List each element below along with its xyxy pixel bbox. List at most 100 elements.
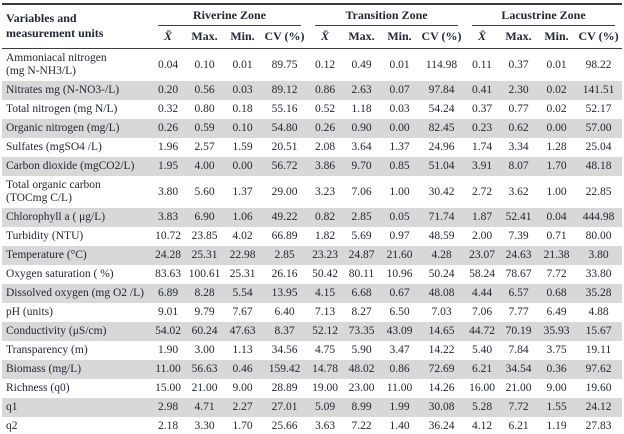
value-cell: 48.59 (428, 230, 455, 242)
value-cell: 0.52 (314, 103, 336, 115)
value-cell: 58.24 (469, 268, 495, 280)
value-cell: 4.15 (314, 287, 336, 299)
value-cell: 25.66 (271, 420, 298, 432)
value-cell: 52.17 (585, 103, 612, 115)
row-label: Biomass (mg/L) (6, 363, 82, 375)
value-cell: 0.01 (389, 58, 410, 71)
value-cell: 25.31 (191, 249, 218, 261)
value-cell: 11.00 (155, 363, 181, 375)
table-row: Biomass (mg/L) 11.00 56.63 0.46 159.42 14.78 4… (2, 360, 623, 379)
stat-header-min: Min. (224, 26, 261, 49)
value-cell: 80.11 (348, 268, 375, 280)
value-cell: 3.30 (194, 420, 215, 432)
value-cell: 2.27 (232, 401, 253, 413)
value-cell: 52.12 (312, 325, 338, 337)
value-cell: 35.28 (585, 287, 612, 299)
row-label: Temperature (°C) (6, 249, 87, 261)
value-cell: 33.80 (585, 268, 612, 280)
value-cell: 2.85 (351, 211, 372, 223)
value-cell: 0.80 (194, 103, 215, 115)
value-cell: 1.00 (389, 185, 410, 198)
zone-header-lacustrine: Lacustrine Zone (465, 4, 622, 26)
stat-header-mean: X̄ (308, 26, 342, 49)
value-cell: 60.24 (191, 325, 218, 337)
value-cell: 0.97 (389, 230, 410, 242)
stat-header-min: Min. (538, 26, 575, 49)
value-cell: 24.96 (428, 141, 455, 153)
value-cell: 3.80 (588, 249, 609, 261)
value-cell: 4.28 (431, 249, 452, 261)
value-cell: 5.28 (471, 401, 493, 413)
value-cell: 114.98 (425, 58, 458, 71)
value-cell: 6.40 (274, 306, 295, 318)
table-row: Nitrates mg (N-NO3-/L) 0.20 0.56 0.03 89.12 0… (2, 81, 623, 100)
value-cell: 8.27 (351, 306, 372, 318)
value-cell: 0.03 (389, 103, 410, 115)
value-cell: 6.49 (546, 306, 567, 318)
value-cell: 20.51 (271, 141, 298, 153)
value-cell: 1.70 (546, 160, 567, 172)
value-cell: 1.59 (232, 141, 253, 153)
value-cell: 1.99 (389, 401, 410, 413)
row-label: Oxygen saturation ( %) (6, 268, 114, 280)
value-cell: 47.63 (229, 325, 256, 337)
value-cell: 7.72 (508, 401, 529, 413)
value-cell: 27.83 (585, 420, 612, 432)
value-cell: 4.12 (471, 420, 493, 432)
value-cell: 16.00 (469, 382, 495, 394)
value-cell: 9.00 (232, 382, 253, 394)
row-label: Organic nitrogen (mg/L) (6, 122, 120, 134)
value-cell: 0.12 (314, 58, 336, 71)
table-row: Sulfates (mgSO4 /L) 1.96 2.57 1.59 20.51 2.08… (2, 138, 622, 157)
zone-header-transition: Transition Zone (308, 4, 465, 26)
value-cell: 21.60 (386, 249, 413, 261)
value-cell: 1.55 (546, 401, 567, 413)
value-cell: 4.44 (471, 287, 493, 299)
value-cell: 0.02 (546, 103, 567, 115)
value-cell: 4.75 (314, 344, 336, 356)
value-cell: 56.72 (271, 160, 298, 172)
value-cell: 5.09 (314, 401, 336, 413)
value-cell: 0.68 (546, 287, 567, 299)
value-cell: 141.51 (582, 84, 615, 96)
value-cell: 2.63 (351, 84, 372, 96)
value-cell: 1.00 (546, 185, 567, 198)
value-cell: 3.34 (508, 141, 529, 153)
value-cell: 2.85 (274, 249, 295, 261)
row-label: Turbidity (NTU) (6, 230, 84, 242)
value-cell: 3.47 (389, 344, 410, 356)
value-cell: 14.65 (428, 325, 455, 337)
value-cell: 2.30 (508, 84, 529, 96)
value-cell: 1.37 (232, 185, 253, 198)
value-cell: 0.04 (157, 58, 179, 71)
value-cell: 0.11 (472, 58, 492, 71)
value-cell: 7.67 (232, 306, 253, 318)
value-cell: 7.22 (351, 420, 372, 432)
value-cell: 0.90 (351, 122, 372, 134)
value-cell: 0.20 (157, 84, 179, 96)
stat-header-row: X̄ Max. Min. CV (%) X̄ Max. Min. CV (%) X̄ Max. Mi… (2, 26, 623, 49)
zone-header-lacustrine-label: Lacustrine Zone (472, 9, 616, 26)
stat-header-cv: CV (%) (575, 26, 623, 49)
data-table: Variables and measurement units Riverine… (2, 3, 623, 434)
value-cell: 80.00 (585, 230, 612, 242)
value-cell: 48.18 (585, 160, 612, 172)
value-cell: 444.98 (582, 211, 615, 223)
value-cell: 1.87 (471, 211, 493, 223)
value-cell: 14.22 (428, 344, 455, 356)
value-cell: 29.00 (271, 185, 298, 198)
table-body: Ammoniacal nitrogen (mg N-NH3/L) 0.04 0.10… (2, 49, 623, 434)
value-cell: 0.85 (389, 160, 410, 172)
table-row: Conductivity (μS/cm) 54.02 60.24 47.63 8.37 5… (2, 322, 623, 341)
value-cell: 0.23 (471, 122, 493, 134)
value-cell: 2.18 (157, 420, 179, 432)
value-cell: 0.26 (314, 122, 336, 134)
value-cell: 7.72 (546, 268, 567, 280)
value-cell: 50.24 (428, 268, 455, 280)
value-cell: 49.22 (271, 211, 298, 223)
value-cell: 0.01 (232, 58, 253, 71)
table-row: Turbidity (NTU) 10.72 23.85 4.02 66.89 1.82 5.… (2, 227, 622, 246)
value-cell: 0.10 (232, 122, 253, 134)
value-cell: 0.82 (314, 211, 336, 223)
value-cell: 0.71 (546, 230, 567, 242)
